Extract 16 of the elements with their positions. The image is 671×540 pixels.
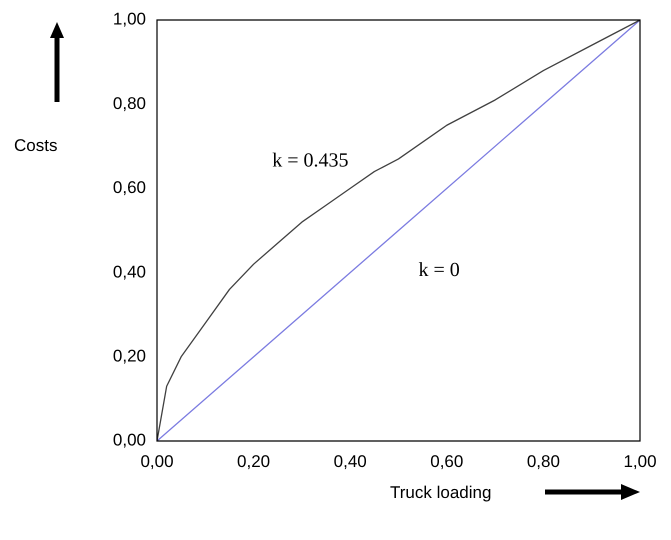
y-axis-title: Costs: [14, 136, 58, 156]
x-tick-label: 1,00: [623, 452, 657, 471]
x-axis-title: Truck loading: [390, 483, 492, 503]
series-label: k = 0.435: [272, 150, 348, 172]
x-tick-label: 0,00: [140, 452, 174, 471]
x-tick-label: 0,20: [237, 452, 270, 471]
y-tick-label: 0,00: [112, 430, 146, 450]
x-tick-label: 0,80: [526, 452, 560, 471]
series-label: k = 0: [418, 258, 460, 281]
x-tick-label: 0,40: [334, 452, 367, 471]
y-tick-label: 0,80: [112, 94, 146, 113]
y-tick-label: 0,60: [112, 178, 146, 198]
y-tick-label: 0,20: [112, 346, 146, 366]
y-tick-label: 1,00: [112, 10, 146, 29]
y-tick-label: 0,40: [112, 262, 146, 282]
x-tick-label: 0,60: [430, 452, 464, 471]
